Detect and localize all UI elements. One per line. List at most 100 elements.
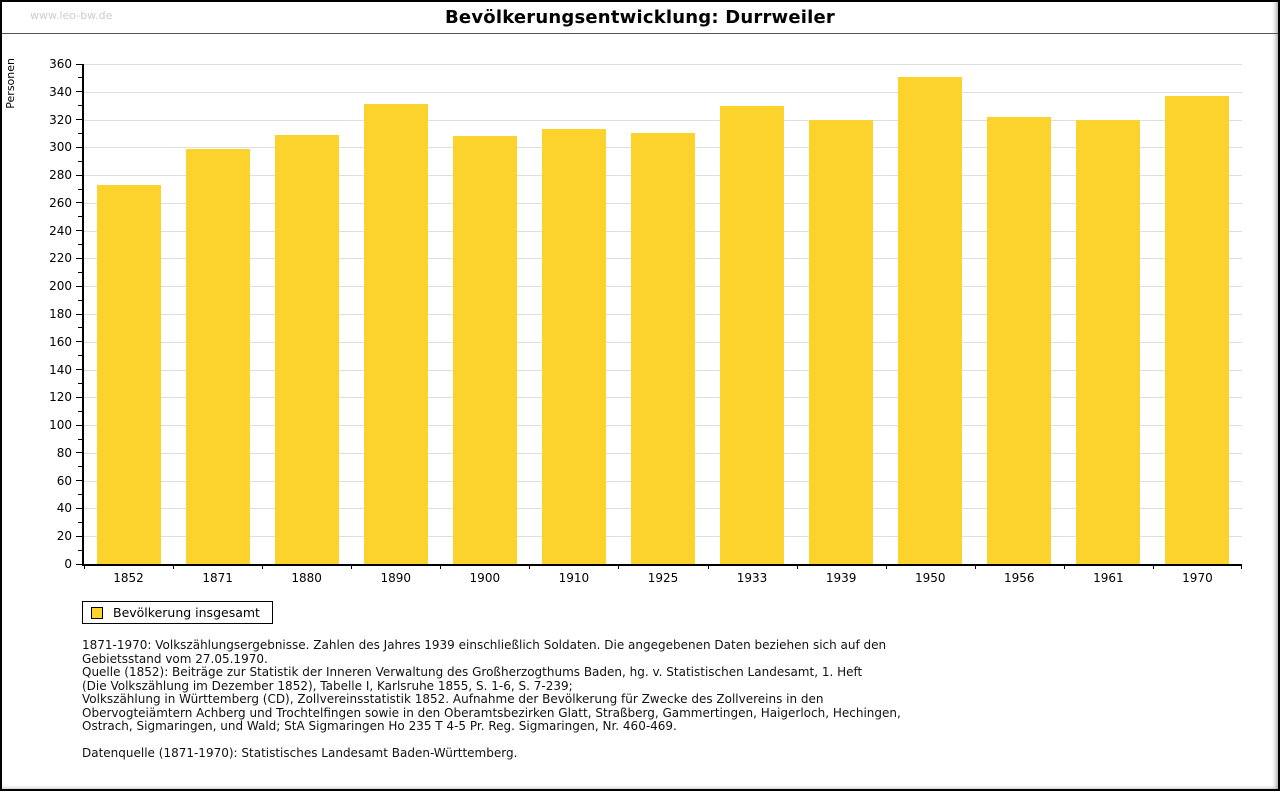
x-tick-5 bbox=[529, 564, 531, 569]
y-tick-60 bbox=[76, 480, 82, 482]
x-category-label-1890: 1890 bbox=[380, 571, 412, 585]
bar-1925 bbox=[631, 133, 695, 564]
y-tick-label-220: 220 bbox=[49, 251, 72, 266]
y-minor-tick-130 bbox=[78, 382, 82, 384]
footnote-line-5: Volkszählung in Württemberg (CD), Zollve… bbox=[82, 692, 824, 706]
x-category-label-1880: 1880 bbox=[291, 571, 322, 585]
bar-1871 bbox=[185, 148, 250, 564]
x-tick-3 bbox=[351, 564, 353, 569]
y-tick-label-100: 100 bbox=[49, 418, 72, 433]
footnote-line-1: 1871-1970: Volkszählungsergebnisse. Zahl… bbox=[82, 638, 887, 652]
y-tick-label-320: 320 bbox=[49, 112, 72, 127]
footnote-line-7: Ostrach, Sigmaringen, und Wald; StA Sigm… bbox=[82, 719, 677, 733]
gridline-320 bbox=[84, 119, 1242, 121]
chart-title: Bevölkerungsentwicklung: Durrweiler bbox=[445, 7, 835, 28]
x-category-label-1871: 1871 bbox=[202, 571, 233, 585]
bar-1880 bbox=[274, 134, 339, 564]
gridline-340 bbox=[84, 91, 1242, 93]
y-tick-label-40: 40 bbox=[56, 501, 72, 516]
legend-swatch-icon bbox=[91, 606, 103, 619]
y-tick-240 bbox=[76, 230, 82, 232]
x-tick-0 bbox=[84, 564, 85, 569]
legend-label: Bevölkerung insgesamt bbox=[113, 605, 260, 620]
y-minor-tick-170 bbox=[78, 327, 82, 329]
footnote-lines: 1871-1970: Volkszählungsergebnisse. Zahl… bbox=[82, 638, 1202, 734]
y-tick-40 bbox=[76, 507, 82, 509]
x-tick-7 bbox=[707, 564, 709, 569]
y-axis-title: Personen bbox=[4, 58, 17, 109]
y-minor-tick-210 bbox=[78, 271, 82, 273]
y-tick-label-340: 340 bbox=[49, 84, 72, 99]
y-tick-220 bbox=[76, 257, 82, 259]
y-minor-tick-270 bbox=[78, 188, 82, 190]
y-tick-label-60: 60 bbox=[56, 473, 72, 488]
y-minor-tick-350 bbox=[78, 77, 82, 79]
y-minor-tick-290 bbox=[78, 160, 82, 162]
y-tick-320 bbox=[76, 119, 82, 121]
y-tick-160 bbox=[76, 341, 82, 343]
footnotes: 1871-1970: Volkszählungsergebnisse. Zahl… bbox=[82, 638, 1202, 760]
y-tick-label-200: 200 bbox=[49, 279, 72, 294]
x-category-label-1910: 1910 bbox=[558, 571, 590, 585]
y-minor-tick-330 bbox=[78, 105, 82, 107]
y-tick-label-80: 80 bbox=[56, 445, 72, 460]
y-tick-20 bbox=[76, 535, 82, 537]
y-tick-label-280: 280 bbox=[49, 168, 72, 183]
x-category-label-1925: 1925 bbox=[647, 571, 679, 585]
legend: Bevölkerung insgesamt bbox=[82, 601, 273, 624]
x-category-label-1852: 1852 bbox=[113, 571, 144, 585]
bar-1933 bbox=[720, 105, 785, 564]
x-category-label-1956: 1956 bbox=[1004, 571, 1035, 585]
plot-area: 0 20 40 60 80 100 120 140 160 180 200 220 240 260 280 3… bbox=[49, 58, 1242, 585]
footnote-line-3: Quelle (1852): Beiträge zur Statistik de… bbox=[82, 665, 863, 679]
bar-1900 bbox=[452, 136, 517, 564]
footnote-line-6: Obervogteiämtern Achberg und Trochtelfin… bbox=[82, 705, 901, 720]
x-tick-13 bbox=[1241, 564, 1242, 569]
bar-1961 bbox=[1076, 119, 1141, 564]
y-minor-tick-250 bbox=[78, 216, 82, 218]
y-tick-340 bbox=[76, 91, 82, 93]
y-axis-line bbox=[82, 64, 84, 564]
gridline-360 bbox=[84, 64, 1242, 65]
bar-1910 bbox=[541, 129, 606, 564]
footnote-line-2: Gebietsstand vom 27.05.1970. bbox=[82, 651, 268, 666]
x-tick-6 bbox=[618, 564, 620, 569]
x-category-label-1900: 1900 bbox=[469, 571, 501, 585]
y-minor-tick-50 bbox=[78, 494, 82, 496]
y-tick-0 bbox=[76, 563, 82, 565]
x-category-label-1961: 1961 bbox=[1093, 571, 1124, 585]
y-minor-tick-10 bbox=[78, 549, 82, 551]
y-minor-tick-70 bbox=[78, 466, 82, 468]
header-divider bbox=[2, 33, 1278, 34]
y-minor-tick-230 bbox=[78, 244, 82, 246]
y-tick-label-140: 140 bbox=[49, 362, 72, 377]
y-minor-tick-150 bbox=[78, 355, 82, 357]
y-tick-180 bbox=[76, 313, 82, 315]
x-tick-12 bbox=[1152, 564, 1154, 569]
y-minor-tick-310 bbox=[78, 132, 82, 134]
y-minor-tick-190 bbox=[78, 299, 82, 301]
x-category-label-1933: 1933 bbox=[736, 571, 768, 585]
x-category-label-1939: 1939 bbox=[825, 571, 857, 585]
bar-1956 bbox=[987, 116, 1052, 564]
y-tick-label-240: 240 bbox=[49, 223, 72, 238]
y-tick-label-160: 160 bbox=[49, 334, 72, 349]
x-tick-8 bbox=[796, 564, 798, 569]
bar-1890 bbox=[363, 104, 428, 564]
y-tick-120 bbox=[76, 396, 82, 398]
x-tick-11 bbox=[1063, 564, 1065, 569]
x-category-label-1950: 1950 bbox=[914, 571, 946, 585]
y-tick-100 bbox=[76, 424, 82, 426]
x-category-label-1970: 1970 bbox=[1182, 571, 1213, 585]
y-minor-tick-30 bbox=[78, 521, 82, 523]
y-tick-label-180: 180 bbox=[49, 307, 72, 321]
bar-1950 bbox=[898, 76, 963, 564]
y-tick-360 bbox=[76, 63, 82, 65]
y-tick-80 bbox=[76, 452, 82, 454]
y-tick-label-0: 0 bbox=[64, 557, 72, 571]
y-minor-tick-90 bbox=[78, 438, 82, 440]
footnote-line-4: (Die Volkszählung im Dezember 1852), Tab… bbox=[82, 678, 573, 693]
bar-1939 bbox=[809, 119, 874, 564]
y-minor-tick-110 bbox=[78, 410, 82, 412]
